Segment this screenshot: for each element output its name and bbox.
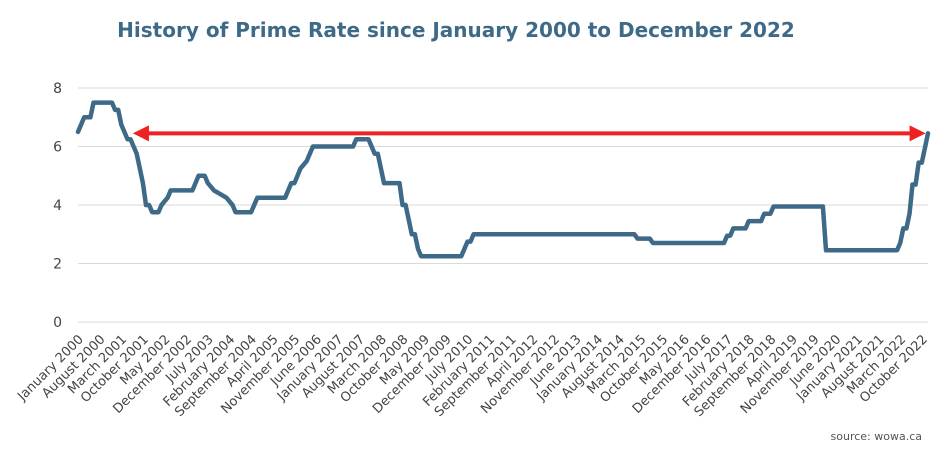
chart-title: History of Prime Rate since January 2000… xyxy=(117,18,795,42)
y-axis-ticks: 0 2 4 6 8 xyxy=(53,81,62,331)
y-tick-label: 6 xyxy=(53,140,62,156)
y-tick-label: 0 xyxy=(53,315,62,331)
series-line-0 xyxy=(75,100,931,259)
series-layer xyxy=(75,100,931,259)
source-credit: source: wowa.ca xyxy=(830,430,922,443)
y-tick-label: 8 xyxy=(53,81,62,97)
y-tick-label: 2 xyxy=(53,257,62,273)
y-tick-label: 4 xyxy=(53,198,62,214)
